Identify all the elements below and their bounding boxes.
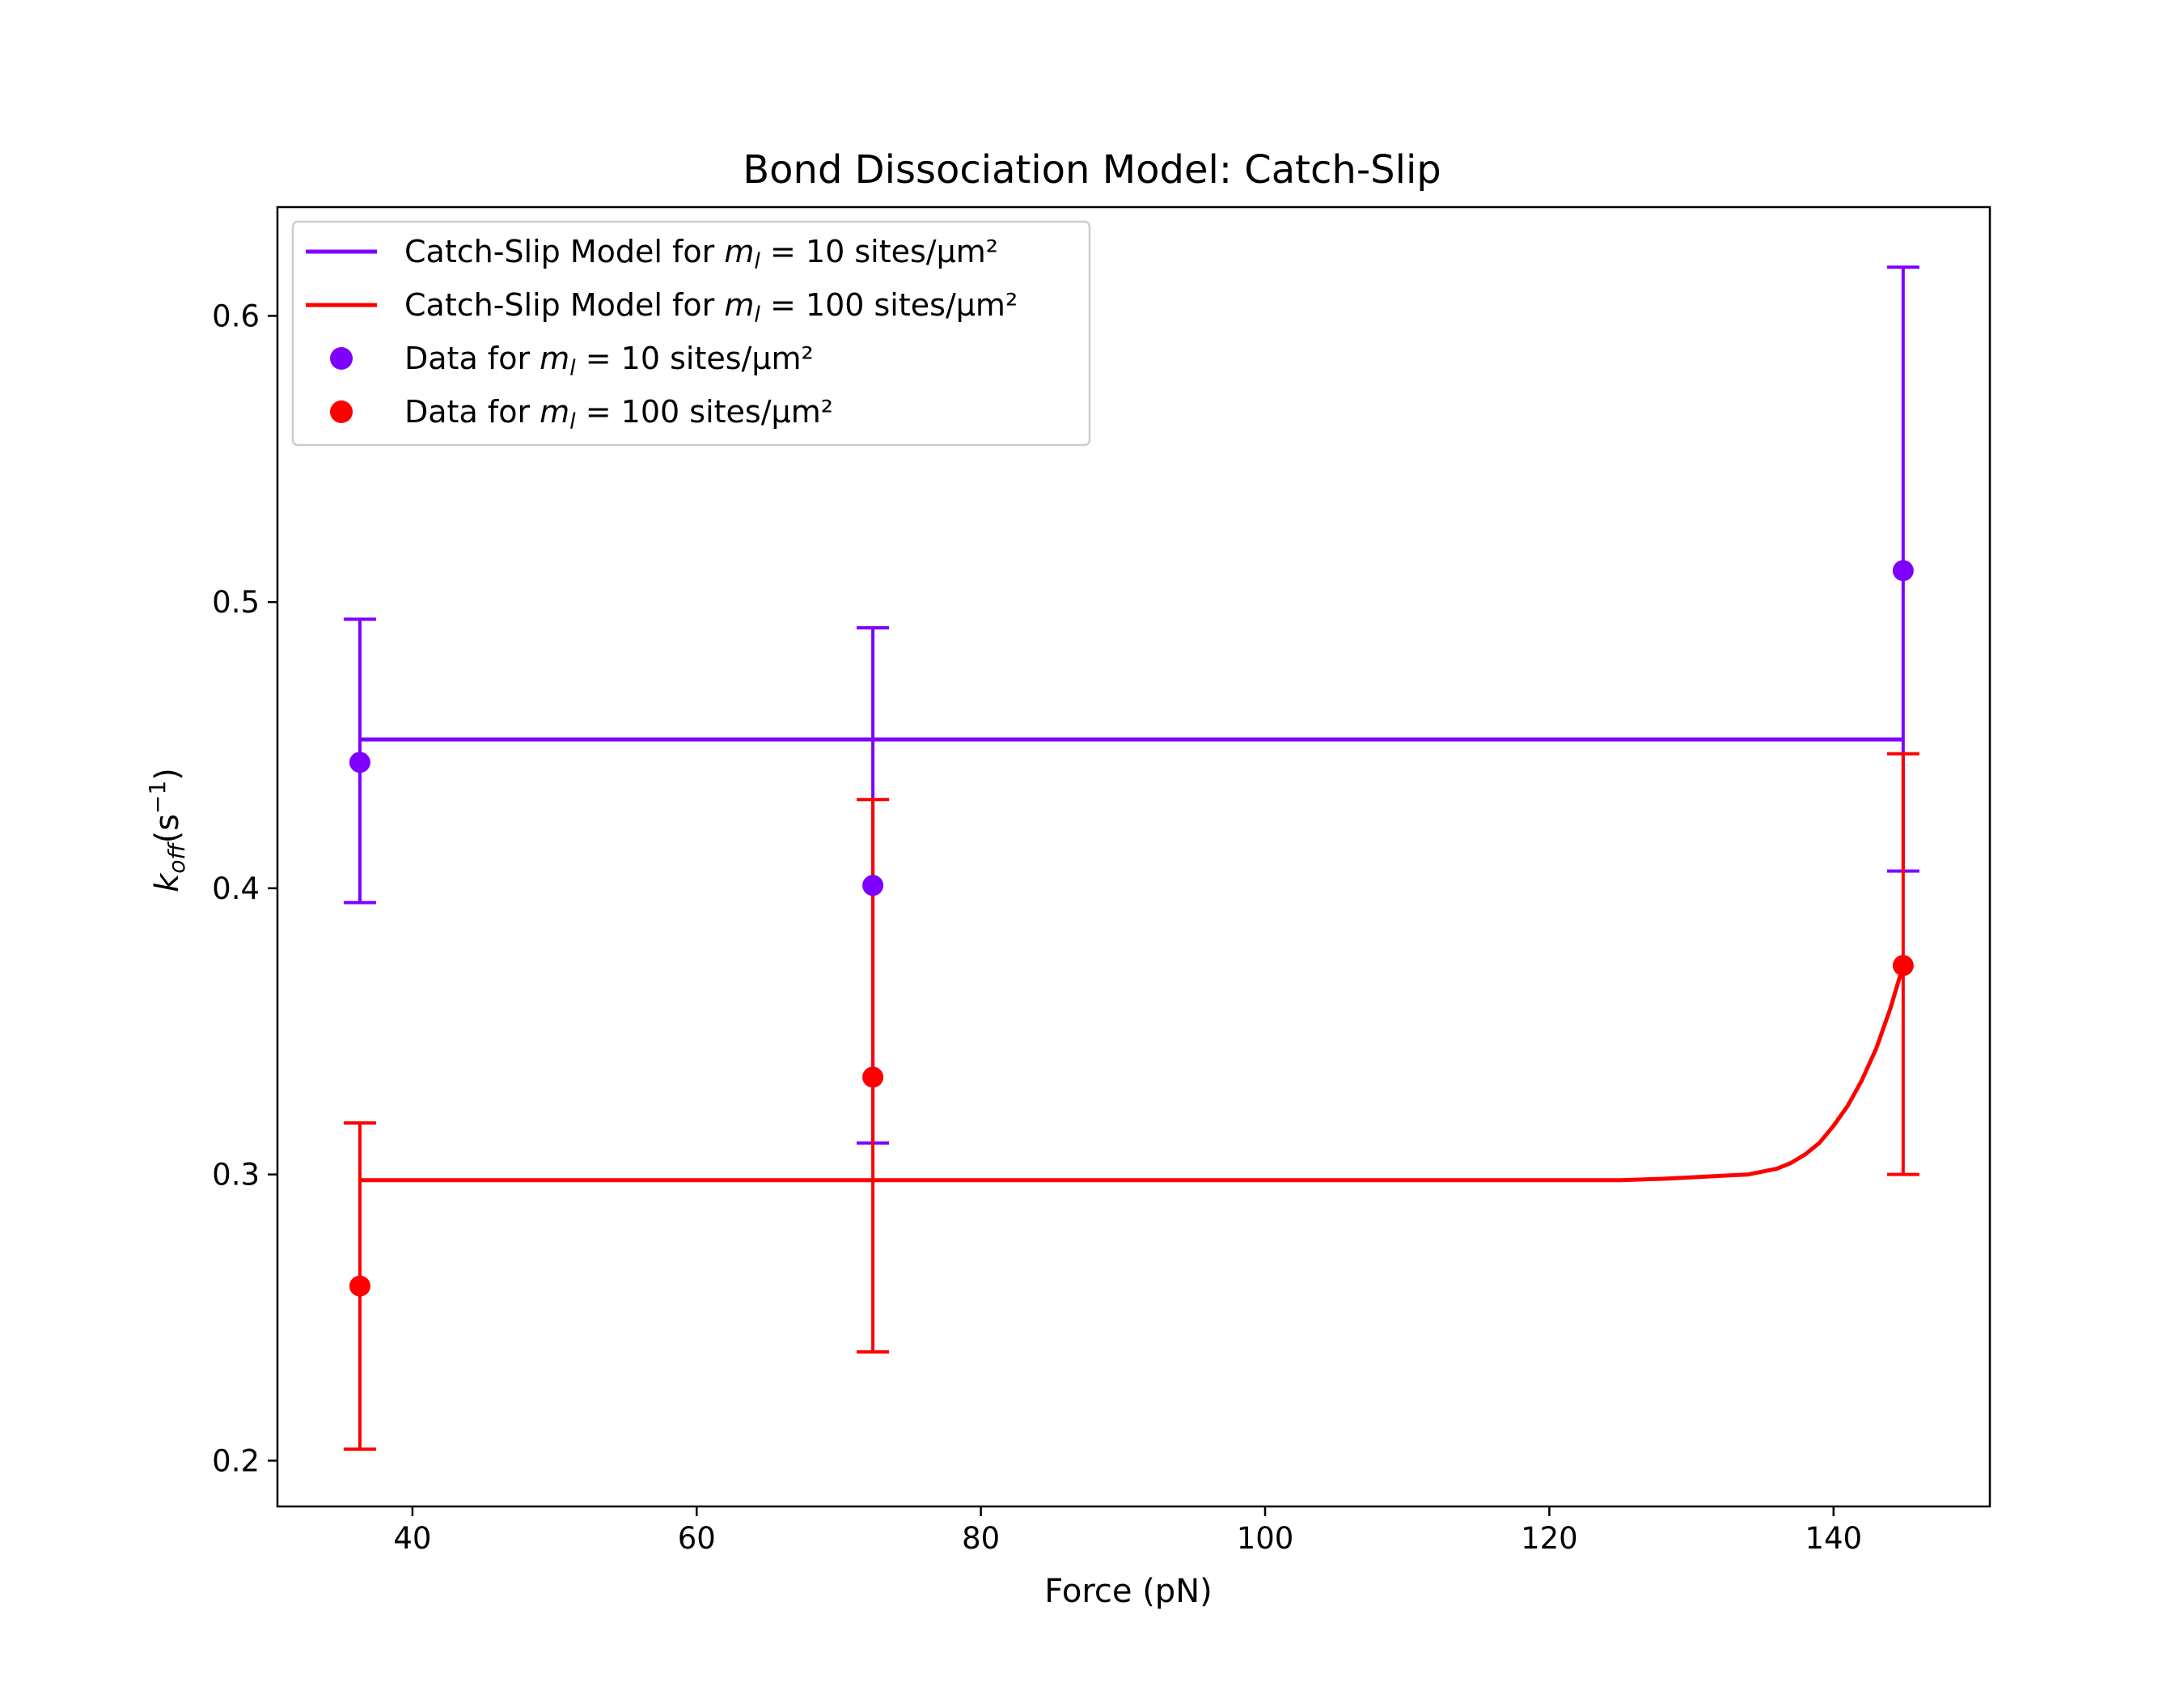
legend-label: Data for ml = 100 sites/μm² <box>404 394 833 434</box>
model-line-2 <box>359 964 1906 1183</box>
data-point-1 <box>862 875 884 896</box>
y-tick-label: 0.2 <box>212 1443 260 1478</box>
y-tick-label: 0.4 <box>212 871 260 906</box>
y-axis-label-sup: −1 <box>144 781 171 814</box>
data-point-2 <box>1892 955 1914 977</box>
x-tick-label: 100 <box>1237 1521 1294 1556</box>
legend-point-swatch <box>330 400 353 423</box>
legend-label: Catch-Slip Model for ml = 10 sites/μm² <box>404 234 998 274</box>
x-tick-label: 40 <box>393 1521 431 1556</box>
y-axis-label-base: k <box>149 872 186 892</box>
x-tick-label: 80 <box>962 1521 1000 1556</box>
y-axis-label-open: (s <box>149 814 186 843</box>
legend-label: Catch-Slip Model for ml = 100 sites/μm² <box>404 287 1018 328</box>
x-tick-label: 60 <box>678 1521 716 1556</box>
plot-area <box>343 265 1919 1451</box>
data-point-2 <box>862 1066 884 1088</box>
x-axis-label: Force (pN) <box>1044 1573 1212 1610</box>
plot-frame <box>276 205 1991 1508</box>
y-axis-label-sub: off <box>163 841 190 874</box>
y-tick-label: 0.3 <box>212 1158 260 1193</box>
y-axis-label: koff(s−1) <box>144 768 190 892</box>
y-tick-label: 0.5 <box>212 585 260 620</box>
legend: Catch-Slip Model for ml = 10 sites/μm² Ca… <box>291 220 1091 447</box>
x-tick-label: 140 <box>1805 1521 1862 1556</box>
x-tick-label: 120 <box>1521 1521 1578 1556</box>
legend-point-swatch <box>330 347 353 370</box>
legend-label: Data for ml = 10 sites/μm² <box>404 341 814 381</box>
y-tick-label: 0.6 <box>212 299 260 333</box>
data-point-1 <box>1892 560 1914 582</box>
y-axis-label-close: ) <box>149 768 186 781</box>
data-point-1 <box>349 752 370 773</box>
legend-box <box>291 220 1091 447</box>
chart-title: Bond Dissociation Model: Catch-Slip <box>743 147 1441 193</box>
axes: 40 60 80 100 120 140 0.2 0.3 0.4 0.5 0.6 <box>212 205 1991 1556</box>
data-point-2 <box>349 1275 370 1297</box>
